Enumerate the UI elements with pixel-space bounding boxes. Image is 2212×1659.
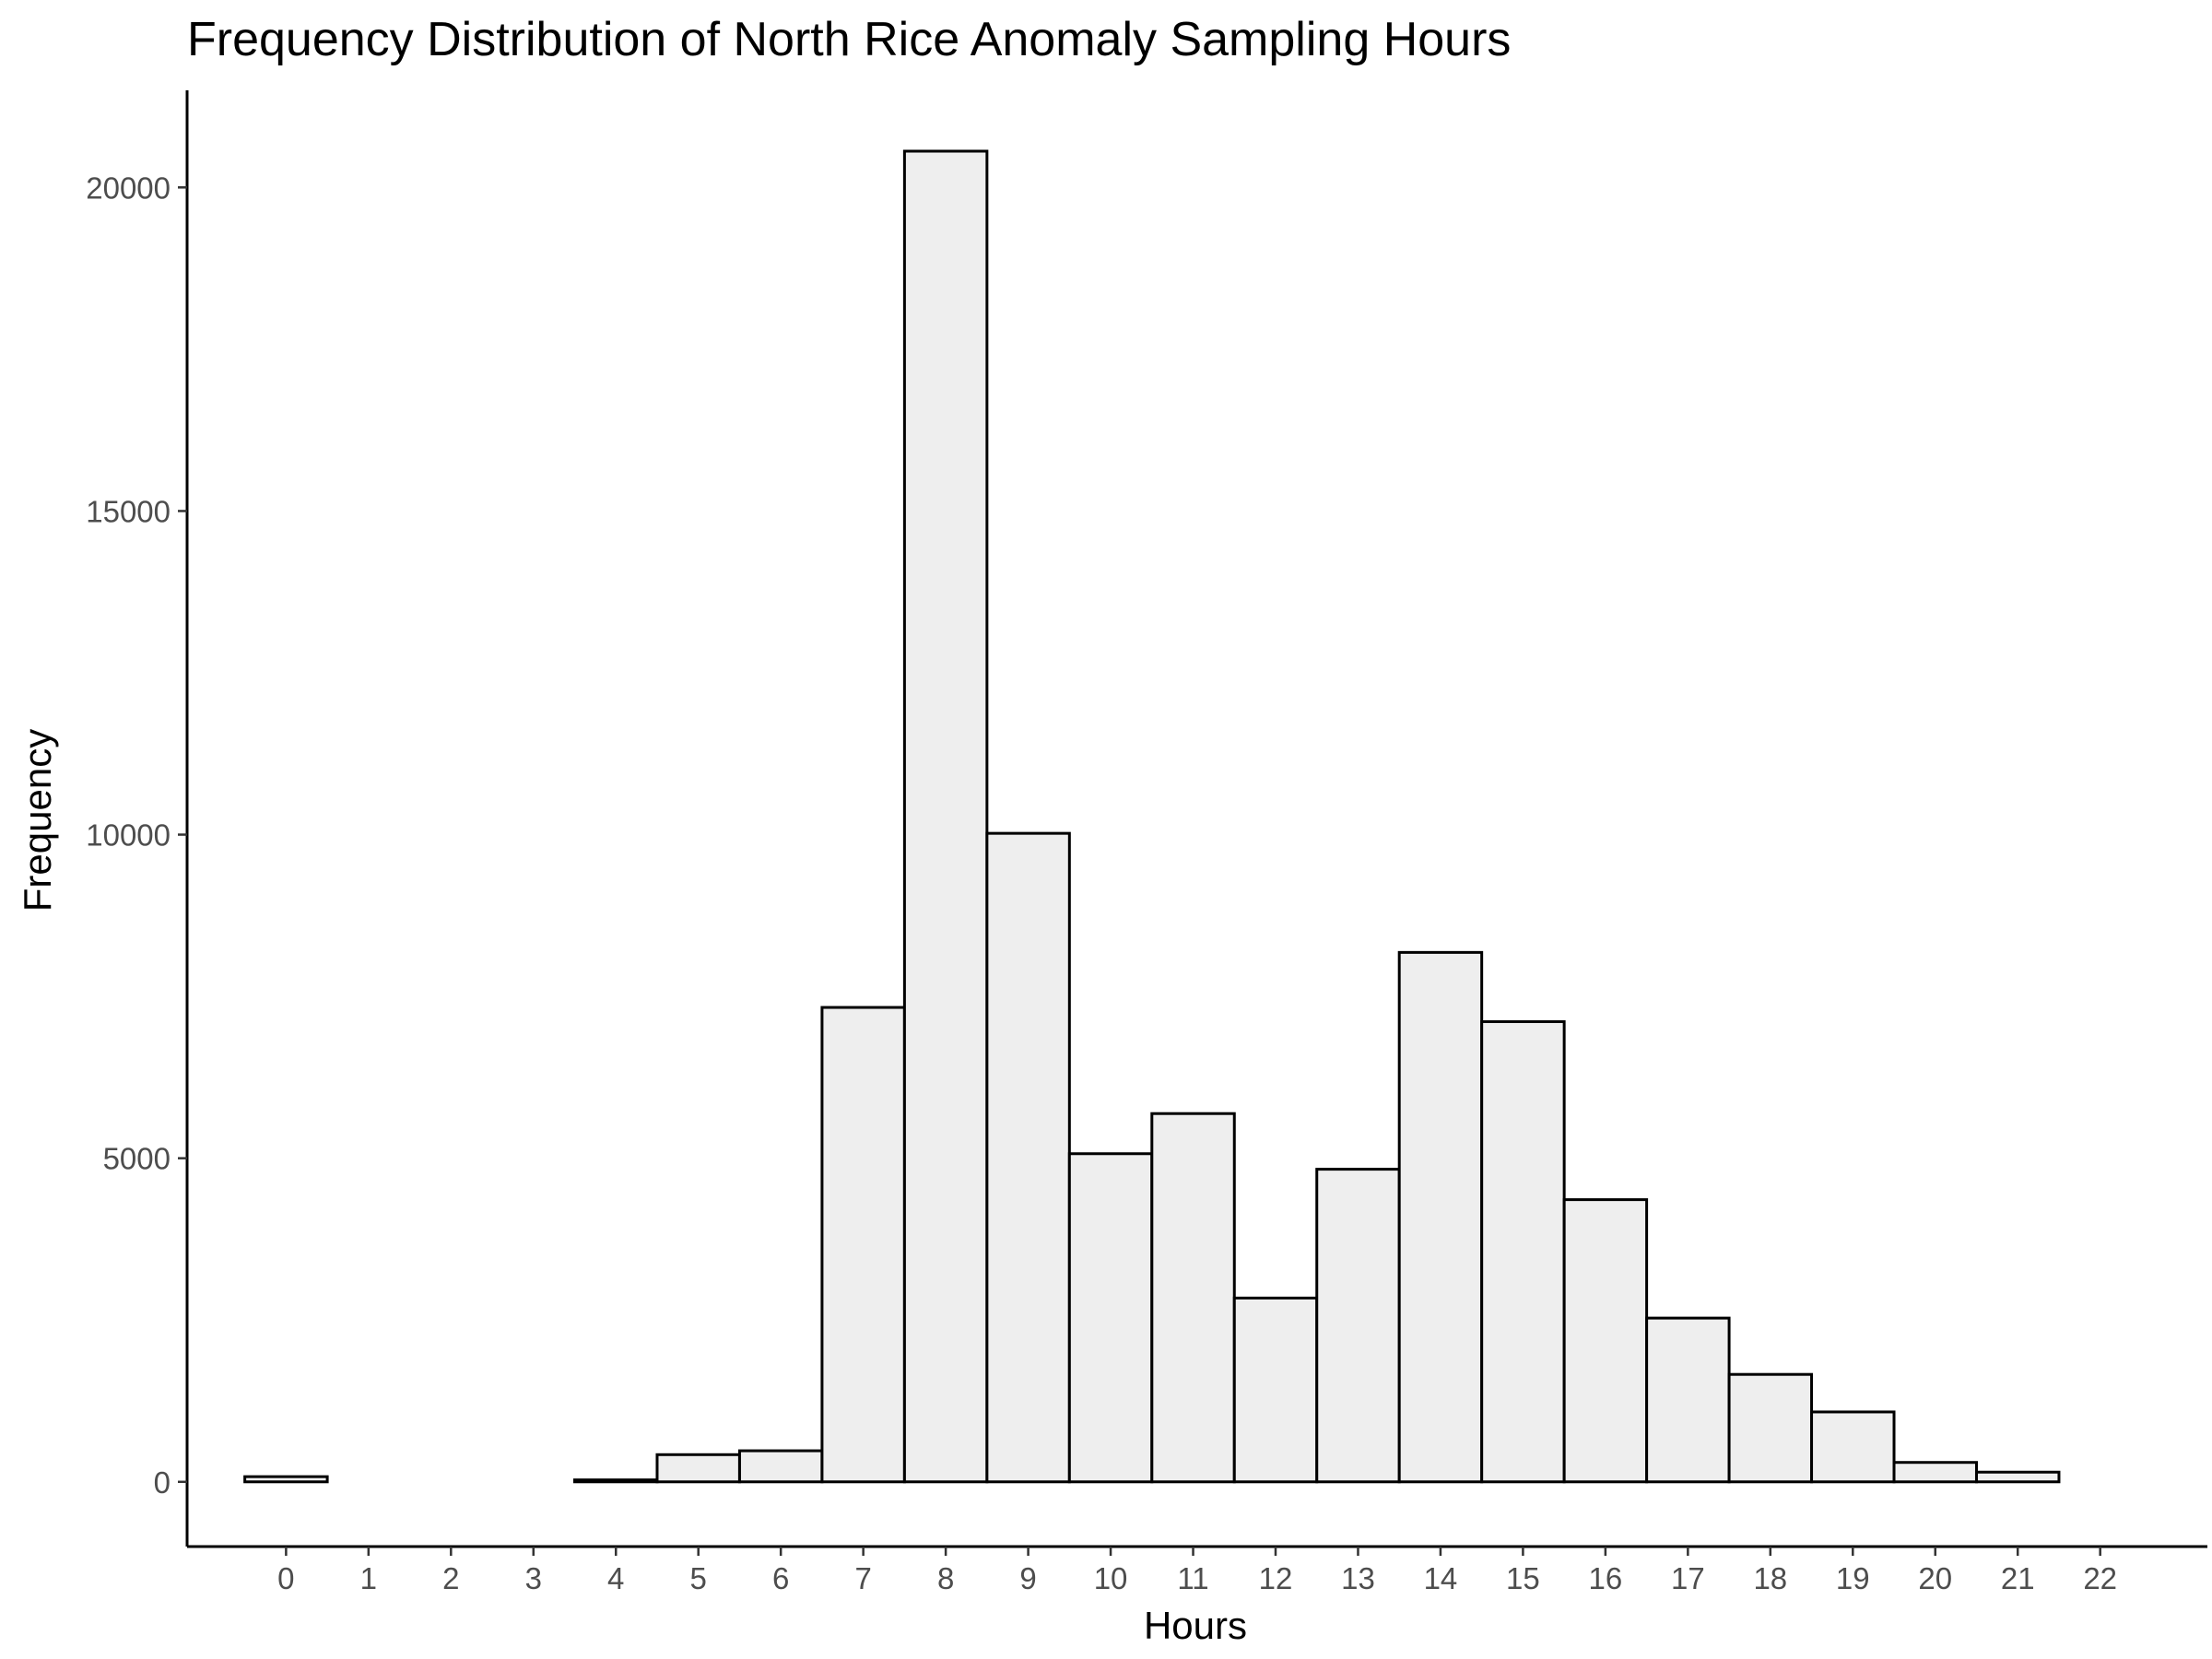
x-tick-label: 14 [1424,1561,1458,1595]
x-tick-label: 19 [1836,1561,1870,1595]
x-tick-label: 7 [854,1561,871,1595]
x-tick-label: 1 [360,1561,377,1595]
bar-hour-21 [1974,1470,2061,1484]
y-tick-label: 0 [154,1465,171,1500]
bar-hour-7 [820,1006,906,1484]
y-tick-label: 20000 [86,171,171,205]
x-tick-label: 16 [1589,1561,1623,1595]
y-axis: 0 5000 10000 15000 20000 [86,90,189,1547]
x-tick-label: 17 [1671,1561,1705,1595]
x-tick-label: 2 [442,1561,459,1595]
x-tick-label: 11 [1177,1561,1208,1595]
x-tick-label: 10 [1094,1561,1128,1595]
x-tick-label: 21 [2001,1561,2035,1595]
bar-hour-5 [655,1453,741,1484]
x-tick-label: 18 [1753,1561,1787,1595]
y-tick-label: 15000 [86,494,171,528]
bar-hour-16 [1562,1198,1649,1484]
bar-hour-19 [1810,1410,1896,1484]
x-tick-label: 22 [2083,1561,2117,1595]
x-tick-label: 9 [1019,1561,1036,1595]
x-tick-label: 20 [1918,1561,1952,1595]
bar-hour-9 [985,831,1071,1484]
x-tick-label: 6 [772,1561,789,1595]
bar-hour-14 [1397,950,1484,1484]
chart-title: Frequency Distribution of North Rice Ano… [187,13,1511,66]
x-axis-title: Hours [1144,1604,1247,1647]
x-tick-label: 4 [607,1561,624,1595]
bar-hour-11 [1150,1112,1236,1484]
y-tick-label: 10000 [86,818,171,853]
x-tick-label: 12 [1259,1561,1293,1595]
bar-hour-15 [1480,1019,1566,1484]
bars-group [243,149,2061,1484]
bar-hour-18 [1727,1372,1814,1484]
y-axis-title: Frequency [16,729,59,912]
bar-hour-20 [1892,1461,1978,1484]
x-tick-label: 8 [937,1561,954,1595]
y-tick-label: 5000 [103,1142,171,1176]
x-tick-label: 3 [525,1561,542,1595]
x-tick-label: 0 [277,1561,294,1595]
bar-hour-4 [573,1478,659,1484]
bar-hour-8 [902,149,989,1484]
bar-hour-0 [243,1475,329,1484]
x-axis: 0 1 2 3 4 5 6 7 8 9 10 11 12 13 14 15 16 17 18 19 20 21 22 [187,1545,2207,1595]
bar-hour-13 [1315,1168,1401,1484]
bar-hour-12 [1232,1296,1319,1484]
bar-hour-10 [1067,1152,1154,1484]
bar-hour-17 [1645,1316,1731,1484]
bar-hour-6 [737,1449,824,1484]
x-tick-label: 15 [1506,1561,1540,1595]
x-tick-label: 5 [690,1561,707,1595]
x-tick-label: 13 [1341,1561,1375,1595]
